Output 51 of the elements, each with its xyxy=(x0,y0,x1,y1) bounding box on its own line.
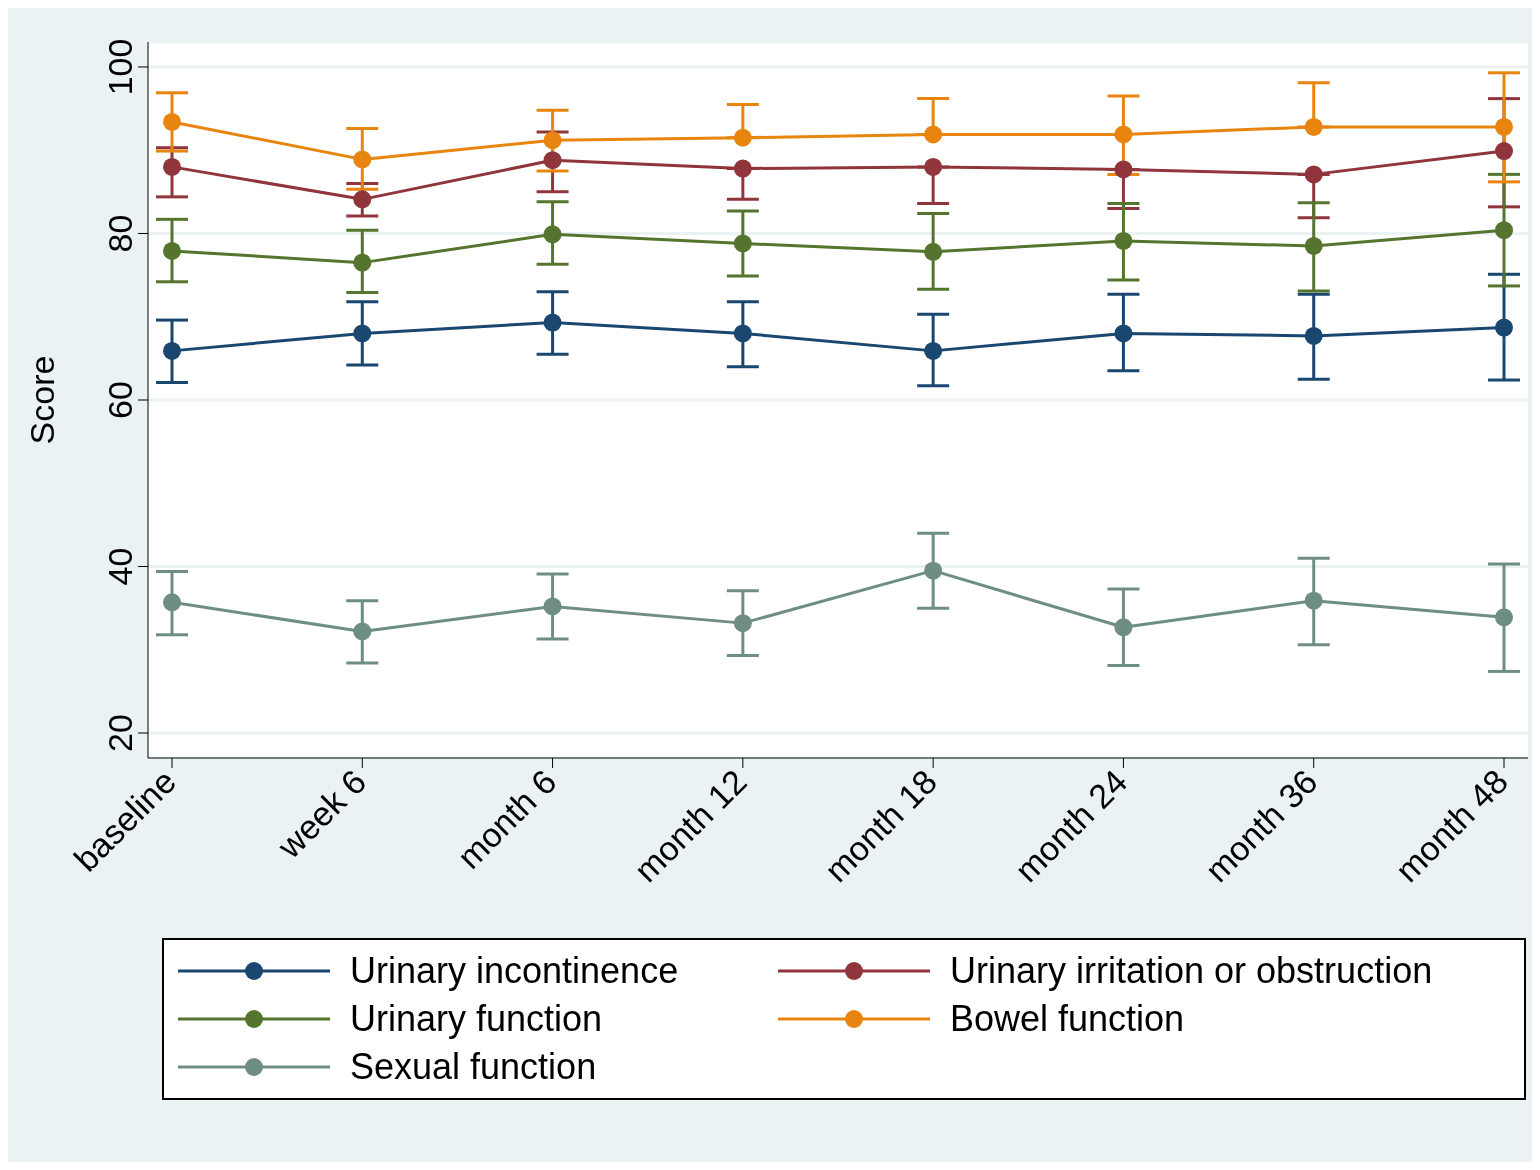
point xyxy=(1495,142,1513,161)
point xyxy=(543,151,562,170)
point xyxy=(733,128,752,147)
point xyxy=(353,150,372,169)
point xyxy=(543,597,562,616)
point xyxy=(1495,221,1513,240)
point xyxy=(924,157,943,176)
point xyxy=(163,593,181,612)
legend-label: Urinary irritation or obstruction xyxy=(950,950,1433,992)
point xyxy=(163,241,181,260)
point xyxy=(733,614,752,633)
point xyxy=(1114,231,1133,250)
point xyxy=(924,242,943,261)
point xyxy=(924,561,943,580)
point xyxy=(1114,324,1133,343)
point xyxy=(163,157,181,176)
point xyxy=(353,190,372,209)
point xyxy=(163,112,181,131)
point xyxy=(924,125,943,144)
point xyxy=(1304,326,1323,345)
legend-label: Bowel function xyxy=(950,998,1185,1040)
point xyxy=(733,159,752,178)
point xyxy=(1304,591,1323,610)
point xyxy=(353,324,372,343)
point xyxy=(353,253,372,272)
point xyxy=(543,131,562,150)
point xyxy=(1495,318,1513,337)
point xyxy=(1304,236,1323,255)
y-axis-title: Score xyxy=(23,355,62,445)
point xyxy=(1495,608,1513,627)
point xyxy=(1114,160,1133,179)
legend-label: Urinary incontinence xyxy=(350,950,679,992)
point xyxy=(733,234,752,253)
point xyxy=(163,341,181,360)
point xyxy=(1114,618,1133,637)
y-tick-label: 20 xyxy=(101,714,139,752)
point xyxy=(543,313,562,332)
point xyxy=(924,341,943,360)
point xyxy=(1304,117,1323,136)
y-tick-label: 40 xyxy=(101,547,139,586)
legend-label: Urinary function xyxy=(350,998,603,1040)
point xyxy=(1304,165,1323,184)
point xyxy=(1114,125,1133,144)
legend-label: Sexual function xyxy=(350,1046,597,1088)
y-tick-label: 80 xyxy=(101,214,139,253)
point xyxy=(733,324,752,343)
y-tick-label: 100 xyxy=(101,38,139,96)
point xyxy=(1495,117,1513,136)
point xyxy=(543,225,562,244)
point xyxy=(353,622,372,641)
y-tick-label: 60 xyxy=(101,381,139,419)
